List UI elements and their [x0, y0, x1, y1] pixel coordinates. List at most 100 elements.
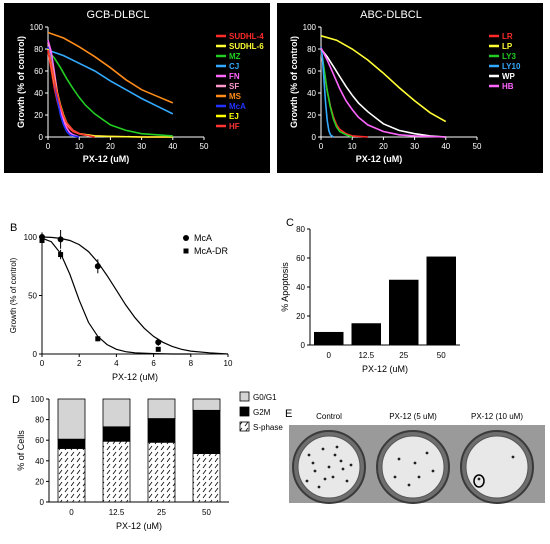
x-axis-label: PX-12 (uM)	[116, 521, 162, 531]
bar-segment-g0-g1	[147, 398, 176, 419]
bar-segment-s-phase	[57, 448, 86, 503]
bar-segment-g2m	[147, 418, 176, 443]
series-line-lp	[320, 35, 447, 123]
marker-ring	[473, 474, 485, 488]
y-tick-label: 80	[34, 45, 43, 54]
y-tick-label: 20	[307, 111, 316, 120]
legend-label-sudhl-6: SUDHL-6	[229, 42, 264, 51]
x-tick-label: 25	[399, 351, 408, 360]
x-tick-label: 40	[441, 142, 450, 151]
colony	[335, 445, 339, 449]
legend-label-mca-dr: McA-DR	[194, 246, 228, 256]
bar-segment-g0-g1	[102, 398, 131, 428]
colony-plate-image: E Control PX-12 (5 uM) PX-12 (10 uM)	[285, 408, 545, 504]
x-tick-label: 40	[168, 142, 177, 151]
series-line-hb	[320, 47, 446, 138]
legend-label-hf: HF	[229, 122, 240, 131]
colony	[331, 475, 335, 479]
well-px-12-10-um	[465, 435, 529, 499]
y-axis-label: Growth (% of control)	[9, 257, 18, 333]
colony	[407, 483, 411, 487]
well-label-px-12-5-um: PX-12 (5 uM)	[389, 412, 437, 421]
panel-label: B	[10, 222, 17, 234]
series-line-mz	[47, 50, 173, 137]
colony	[425, 451, 429, 455]
y-tick-label: 0	[40, 498, 45, 507]
x-tick-label: 10	[224, 359, 233, 368]
y-axis-label: % of Cells	[16, 430, 26, 471]
colony	[345, 479, 349, 483]
y-tick-label: 100	[31, 395, 45, 404]
x-axis-label: PX-12 (uM)	[112, 372, 158, 382]
x-tick-label: 10	[75, 142, 84, 151]
panel-label: C	[286, 217, 294, 229]
x-tick-label: 50	[437, 351, 446, 360]
fit-curve-mca-dr	[41, 237, 191, 355]
colony	[413, 461, 417, 465]
y-axis-label: Growth (% of control)	[16, 36, 26, 128]
x-tick-label: 10	[348, 142, 357, 151]
legend-label-ly3: LY3	[502, 52, 516, 61]
legend-label-wp: WP	[502, 72, 516, 81]
bar-25	[389, 279, 419, 345]
legend-swatch-g2m	[239, 406, 250, 417]
x-tick-label: 4	[114, 359, 119, 368]
y-tick-label: 60	[34, 67, 43, 76]
legend-label-ej: EJ	[229, 112, 239, 121]
data-point-mca-dr	[39, 238, 45, 244]
colony	[317, 485, 321, 489]
bar-segment-g0-g1	[192, 398, 221, 411]
y-tick-label: 100	[303, 23, 317, 32]
y-tick-label: 100	[30, 23, 44, 32]
legend-label-g2m: G2M	[253, 408, 271, 417]
x-tick-label: 6	[151, 359, 156, 368]
x-tick-label: 20	[106, 142, 115, 151]
x-axis-label: PX-12 (uM)	[83, 154, 130, 164]
series-line-ms	[47, 31, 174, 104]
panel-label: E	[285, 408, 292, 420]
colony	[311, 461, 315, 465]
panel-label: D	[12, 394, 20, 406]
colony	[305, 479, 309, 483]
bar-segment-g0-g1	[57, 398, 86, 440]
y-tick-label: 0	[39, 133, 44, 142]
bar-segment-s-phase	[192, 453, 221, 503]
chart-gcb-dlbcl: GCB-DLBCL 0 20 40 60 80 100 0 10 20 30 40 50 PX-12 (u…	[4, 3, 270, 173]
legend-label-cj: CJ	[229, 62, 239, 71]
bar-segment-g2m	[57, 438, 86, 449]
colony	[333, 453, 337, 457]
x-tick-label: 20	[379, 142, 388, 151]
colony	[323, 477, 327, 481]
y-tick-label: 60	[307, 67, 316, 76]
legend-label-lr: LR	[502, 32, 513, 41]
well-label-px-12-10-um: PX-12 (10 uM)	[471, 412, 523, 421]
x-tick-label: 0	[319, 142, 324, 151]
y-tick-label: 40	[34, 89, 43, 98]
series-line-cj	[47, 49, 174, 115]
legend-label-sudhl-4: SUDHL-4	[229, 32, 264, 41]
bar-segment-g2m	[192, 409, 221, 454]
x-tick-label: 12.5	[109, 508, 125, 517]
y-tick-label: 0	[312, 133, 317, 142]
legend-swatch-g0-g1	[239, 391, 250, 402]
y-tick-label: 20	[296, 312, 305, 321]
x-tick-label: 8	[189, 359, 194, 368]
x-tick-label: 30	[410, 142, 419, 151]
legend-label-sf: SF	[229, 82, 239, 91]
chart-title: GCB-DLBCL	[87, 9, 150, 21]
x-tick-label: 50	[473, 142, 482, 151]
y-axis-label: Growth (% of control)	[289, 36, 299, 128]
colony	[327, 465, 331, 469]
legend-label-fn: FN	[229, 72, 240, 81]
y-tick-label: 80	[296, 225, 305, 234]
colony	[349, 463, 353, 467]
bar-50	[426, 256, 456, 345]
data-point-mca-dr	[58, 252, 64, 258]
x-tick-label: 30	[137, 142, 146, 151]
chart-title: ABC-DLBCL	[360, 9, 422, 21]
well-label-control: Control	[316, 412, 342, 421]
series-line-wp	[320, 48, 446, 138]
data-point-mca	[57, 236, 64, 243]
gcb-dlbcl-line-chart: GCB-DLBCL 0 20 40 60 80 100 0 10 20 30 40 50 PX-12 (u…	[16, 9, 264, 164]
y-tick-label: 100	[24, 233, 38, 242]
